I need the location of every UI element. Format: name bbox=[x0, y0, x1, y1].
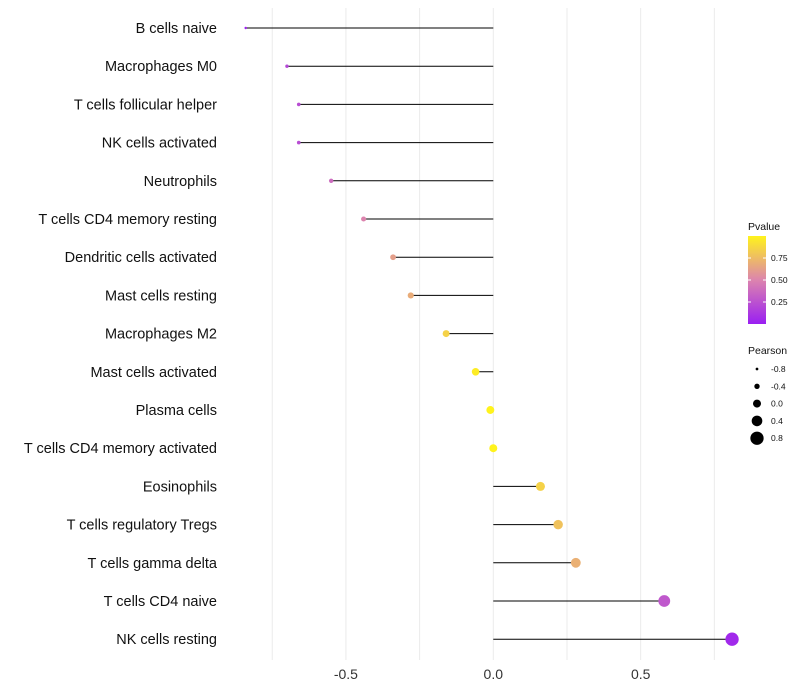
pvalue-tick-label: 0.50 bbox=[771, 275, 788, 285]
lollipop-point bbox=[442, 330, 450, 338]
category-label: T cells regulatory Tregs bbox=[67, 518, 217, 534]
category-label: NK cells activated bbox=[102, 136, 217, 152]
category-label: Macrophages M0 bbox=[105, 59, 217, 75]
lollipop-point bbox=[486, 406, 495, 414]
stem-layer bbox=[245, 27, 733, 640]
point-layer bbox=[244, 26, 739, 646]
pvalue-legend-title: Pvalue bbox=[748, 221, 780, 233]
lollipop-point bbox=[553, 519, 563, 530]
pvalue-tick-label: 0.75 bbox=[771, 253, 788, 263]
category-label: T cells CD4 memory resting bbox=[38, 212, 217, 228]
lollipop-point bbox=[296, 140, 301, 145]
pearson-key-dot bbox=[751, 415, 763, 427]
pearson-key-dot bbox=[755, 367, 759, 371]
lollipop-point bbox=[328, 178, 334, 183]
pearson-key-label: 0.0 bbox=[771, 399, 783, 409]
pearson-key-dot bbox=[750, 431, 764, 445]
lollipop-point bbox=[725, 632, 739, 646]
pearson-key-dot bbox=[754, 383, 760, 389]
x-tick-label: 0.0 bbox=[484, 666, 504, 682]
pearson-legend: Pearson -0.8 -0.4 0.0 0.4 0.8 bbox=[748, 345, 787, 445]
pvalue-legend-ticks: 0.25 0.50 0.75 bbox=[748, 253, 788, 307]
pearson-key-label: -0.8 bbox=[771, 364, 786, 374]
category-labels: B cells naive Macrophages M0 T cells folli… bbox=[24, 21, 218, 648]
category-label: Neutrophils bbox=[144, 174, 217, 190]
category-label: T cells follicular helper bbox=[74, 97, 217, 113]
pvalue-legend: Pvalue 0.25 0.50 0.75 bbox=[748, 221, 788, 324]
lollipop-point bbox=[390, 254, 396, 261]
pearson-legend-keys: -0.8 -0.4 0.0 0.4 0.8 bbox=[750, 364, 786, 445]
lollipop-point bbox=[658, 595, 671, 607]
lollipop-point bbox=[489, 444, 498, 453]
lollipop-point bbox=[471, 367, 480, 376]
lollipop-point bbox=[570, 557, 581, 568]
pearson-key-label: 0.4 bbox=[771, 416, 783, 426]
lollipop-point bbox=[244, 26, 247, 30]
category-label: Mast cells activated bbox=[90, 365, 217, 381]
x-tick-label: -0.5 bbox=[334, 666, 358, 682]
pearson-legend-title: Pearson bbox=[748, 345, 787, 357]
category-label: T cells CD4 memory activated bbox=[24, 441, 217, 457]
x-tick-label: 0.5 bbox=[631, 666, 651, 682]
category-label: Macrophages M2 bbox=[105, 327, 217, 343]
lollipop-point bbox=[285, 64, 289, 68]
lollipop-point bbox=[296, 102, 301, 107]
lollipop-point bbox=[535, 481, 545, 491]
grid-layer bbox=[271, 8, 715, 660]
category-label: T cells gamma delta bbox=[88, 556, 218, 572]
pvalue-tick-label: 0.25 bbox=[771, 297, 788, 307]
category-label: B cells naive bbox=[136, 21, 217, 37]
category-label: T cells CD4 naive bbox=[104, 594, 217, 610]
lollipop-point bbox=[407, 292, 414, 299]
category-label: Dendritic cells activated bbox=[65, 250, 217, 266]
pearson-key-label: 0.8 bbox=[771, 433, 783, 443]
category-label: Mast cells resting bbox=[105, 288, 217, 304]
pearson-key-dot bbox=[753, 399, 761, 408]
pearson-key-label: -0.4 bbox=[771, 381, 786, 391]
x-axis-tick-labels: -0.5 0.0 0.5 bbox=[334, 666, 651, 682]
category-label: NK cells resting bbox=[116, 632, 217, 648]
category-label: Plasma cells bbox=[136, 403, 217, 419]
category-label: Eosinophils bbox=[143, 479, 217, 495]
pvalue-colorbar bbox=[748, 236, 766, 324]
lollipop-point bbox=[361, 216, 367, 222]
